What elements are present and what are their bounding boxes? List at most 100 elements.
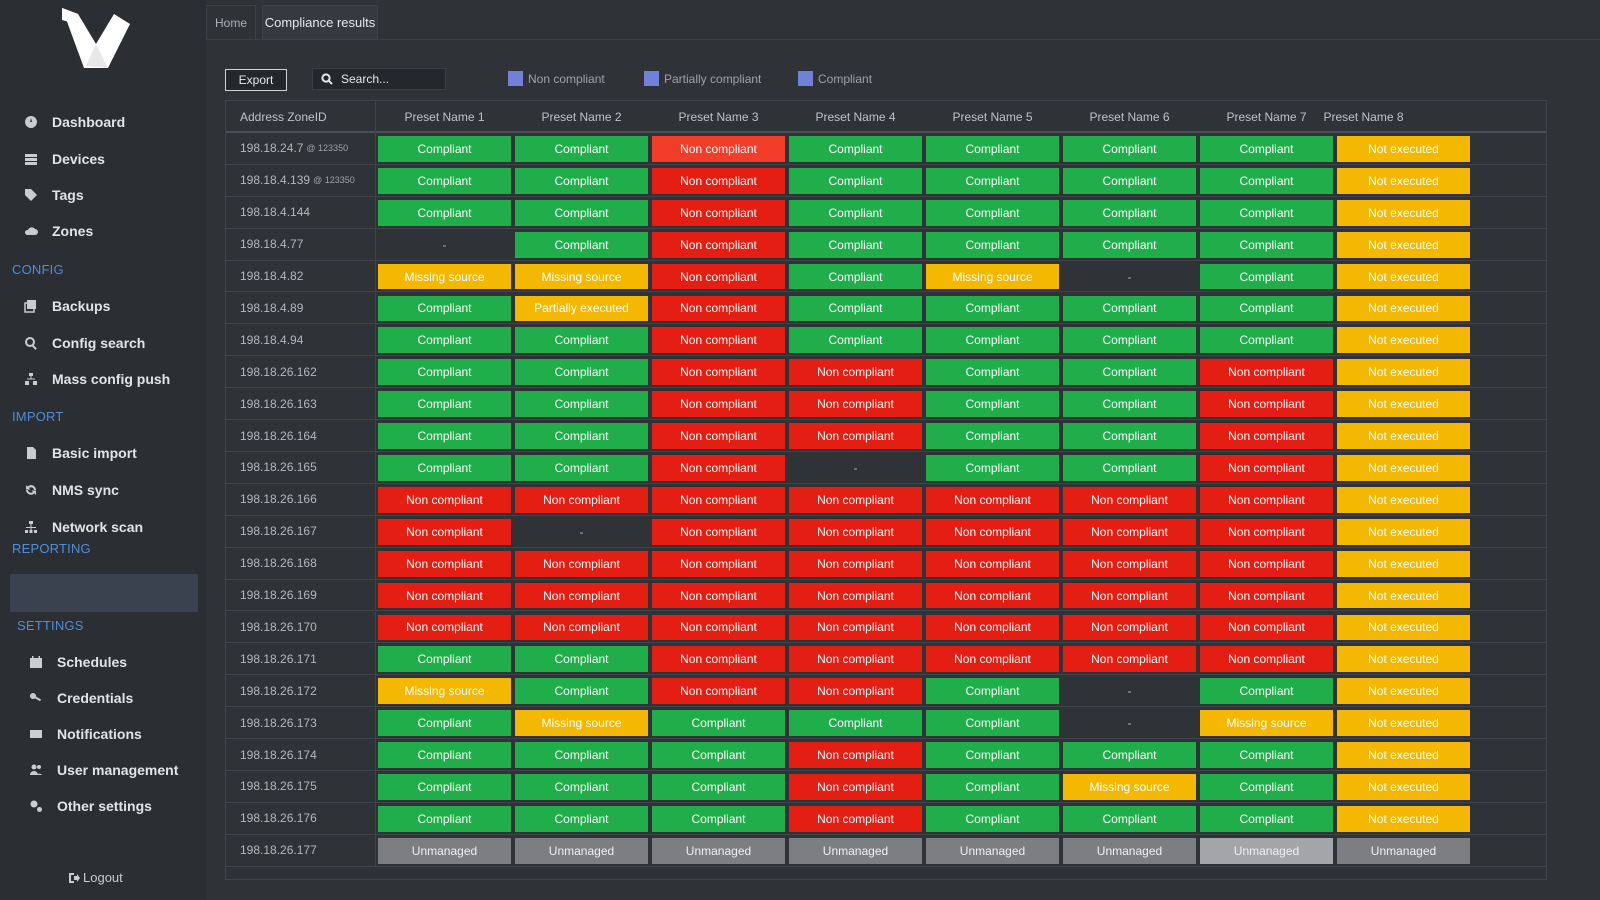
status-cell-unmanaged[interactable]: Unmanaged [652,837,785,864]
tab-home[interactable]: Home [206,5,256,39]
table-row[interactable]: 198.18.26.167 Non compliant - Non compliant… [226,515,1546,548]
status-cell-compliant[interactable]: Compliant [1063,295,1196,322]
status-cell-noncompliant[interactable]: Non compliant [789,805,922,832]
status-cell-compliant[interactable]: Compliant [652,710,785,737]
sidebar-item-zones[interactable]: Zones [22,217,93,245]
table-row[interactable]: 198.18.4.82 Missing source Missing source N… [226,260,1546,293]
status-cell-notexec[interactable]: Not executed [1337,742,1470,768]
status-cell-noncompliant[interactable]: Non compliant [652,359,785,386]
sidebar-item-devices[interactable]: Devices [22,145,105,173]
status-cell-compliant[interactable]: Compliant [1200,167,1333,194]
status-cell-dash[interactable]: - [1127,716,1132,731]
status-cell-noncompliant[interactable]: Non compliant [515,582,648,609]
status-cell-compliant[interactable]: Compliant [1063,136,1196,162]
table-row[interactable]: 198.18.26.170 Non compliant Non compliant N… [226,611,1546,644]
status-cell-noncompliant[interactable]: Non compliant [1200,518,1333,545]
status-cell-compliant[interactable]: Compliant [515,359,648,386]
status-cell-noncompliant[interactable]: Non compliant [789,391,922,418]
status-cell-noncompliant[interactable]: Non compliant [789,646,922,673]
sidebar-item-notifications[interactable]: Notifications [27,720,142,748]
status-cell-noncompliant[interactable]: Non compliant [789,582,922,609]
sidebar-item-user-management[interactable]: User management [27,756,178,784]
status-cell-noncompliant[interactable]: Non compliant [378,550,511,577]
status-cell-noncompliant[interactable]: Non compliant [789,423,922,449]
status-cell-notexec[interactable]: Not executed [1337,774,1470,800]
status-cell-unmanaged[interactable]: Unmanaged [1063,837,1196,864]
status-cell-noncompliant[interactable]: Non compliant [1063,518,1196,545]
status-cell-missing[interactable]: Missing source [926,263,1059,290]
status-cell-noncompliant[interactable]: Non compliant [789,678,922,705]
status-cell-compliant[interactable]: Compliant [1063,327,1196,354]
status-cell-compliant[interactable]: Compliant [926,805,1059,832]
status-cell-noncompliant[interactable]: Non compliant [652,199,785,226]
status-cell-compliant[interactable]: Compliant [515,646,648,673]
status-cell-compliant[interactable]: Compliant [378,710,511,737]
status-cell-missing[interactable]: Missing source [1063,774,1196,800]
legend-compliant[interactable]: Compliant [798,71,872,86]
table-row[interactable]: 198.18.26.172 Missing source Compliant Non … [226,675,1546,708]
status-cell-compliant[interactable]: Compliant [1063,391,1196,418]
status-cell-compliant[interactable]: Compliant [378,455,511,481]
status-cell-compliant[interactable]: Compliant [1063,231,1196,258]
status-cell-dash[interactable]: - [442,237,447,252]
status-cell-notexec[interactable]: Not executed [1337,646,1470,673]
status-cell-compliant[interactable]: Compliant [926,231,1059,258]
status-cell-compliant[interactable]: Compliant [515,805,648,832]
status-cell-noncompliant[interactable]: Non compliant [789,486,922,513]
sidebar-item-network-scan[interactable]: Network scan [22,513,143,541]
status-cell-noncompliant[interactable]: Non compliant [652,678,785,705]
status-cell-compliant[interactable]: Compliant [515,327,648,354]
status-cell-compliant[interactable]: Compliant [926,295,1059,322]
status-cell-compliant[interactable]: Compliant [789,710,922,737]
status-cell-notexec[interactable]: Not executed [1337,455,1470,481]
status-cell-noncompliant[interactable]: Non compliant [1063,614,1196,641]
status-cell-noncompliant[interactable]: Non compliant [1200,391,1333,418]
status-cell-compliant[interactable]: Compliant [789,136,922,162]
column-header-preset-2[interactable]: Preset Name 2 [541,110,622,124]
status-cell-compliant[interactable]: Compliant [378,742,511,768]
status-cell-compliant[interactable]: Compliant [1063,805,1196,832]
column-header-preset-3[interactable]: Preset Name 3 [678,110,759,124]
table-row[interactable]: 198.18.26.173 Compliant Missing source Comp… [226,707,1546,740]
sidebar-item-config-search[interactable]: Config search [22,329,145,357]
status-cell-noncompliant[interactable]: Non compliant [1200,423,1333,449]
status-cell-noncompliant[interactable]: Non compliant [1200,614,1333,641]
status-cell-noncompliant[interactable]: Non compliant [515,550,648,577]
status-cell-compliant[interactable]: Compliant [515,167,648,194]
status-cell-compliant[interactable]: Compliant [789,263,922,290]
status-cell-compliant[interactable]: Compliant [515,678,648,705]
column-header-preset-4[interactable]: Preset Name 4 [815,110,896,124]
status-cell-noncompliant[interactable]: Non compliant [926,518,1059,545]
table-row[interactable]: 198.18.24.7 @ 123350 Compliant Compliant Non… [226,133,1546,165]
status-cell-compliant[interactable]: Compliant [926,455,1059,481]
status-cell-notexec[interactable]: Not executed [1337,710,1470,737]
status-cell-noncompliant[interactable]: Non compliant [1200,550,1333,577]
status-cell-noncompliant[interactable]: Non compliant [1063,486,1196,513]
status-cell-compliant[interactable]: Compliant [515,231,648,258]
status-cell-noncompliant[interactable]: Non compliant [652,550,785,577]
status-cell-compliant[interactable]: Compliant [926,391,1059,418]
column-header-preset-7[interactable]: Preset Name 7 [1226,110,1307,124]
export-button[interactable]: Export [225,69,287,91]
status-cell-compliant[interactable]: Compliant [1200,231,1333,258]
status-cell-noncompliant[interactable]: Non compliant [652,582,785,609]
table-row[interactable]: 198.18.4.89 Compliant Partially executed No… [226,292,1546,325]
status-cell-compliant[interactable]: Compliant [515,774,648,800]
status-cell-compliant[interactable]: Compliant [926,199,1059,226]
table-row[interactable]: 198.18.26.175 Compliant Compliant Compliant… [226,771,1546,803]
status-cell-noncompliant[interactable]: Non compliant [652,263,785,290]
status-cell-compliant[interactable]: Compliant [378,423,511,449]
status-cell-compliant[interactable]: Compliant [1200,199,1333,226]
tab-compliance-results[interactable]: Compliance results [262,5,378,39]
status-cell-compliant[interactable]: Compliant [789,199,922,226]
status-cell-highlight[interactable]: Non compliant [652,136,785,162]
status-cell-compliant[interactable]: Compliant [1200,295,1333,322]
status-cell-compliant[interactable]: Compliant [652,805,785,832]
table-row[interactable]: 198.18.4.144 Compliant Compliant Non compli… [226,196,1546,229]
status-cell-noncompliant[interactable]: Non compliant [652,486,785,513]
table-row[interactable]: 198.18.26.165 Compliant Compliant Non compl… [226,452,1546,484]
status-cell-compliant[interactable]: Compliant [926,742,1059,768]
status-cell-compliant[interactable]: Compliant [652,742,785,768]
status-cell-noncompliant[interactable]: Non compliant [652,646,785,673]
status-cell-noncompliant[interactable]: Non compliant [652,518,785,545]
